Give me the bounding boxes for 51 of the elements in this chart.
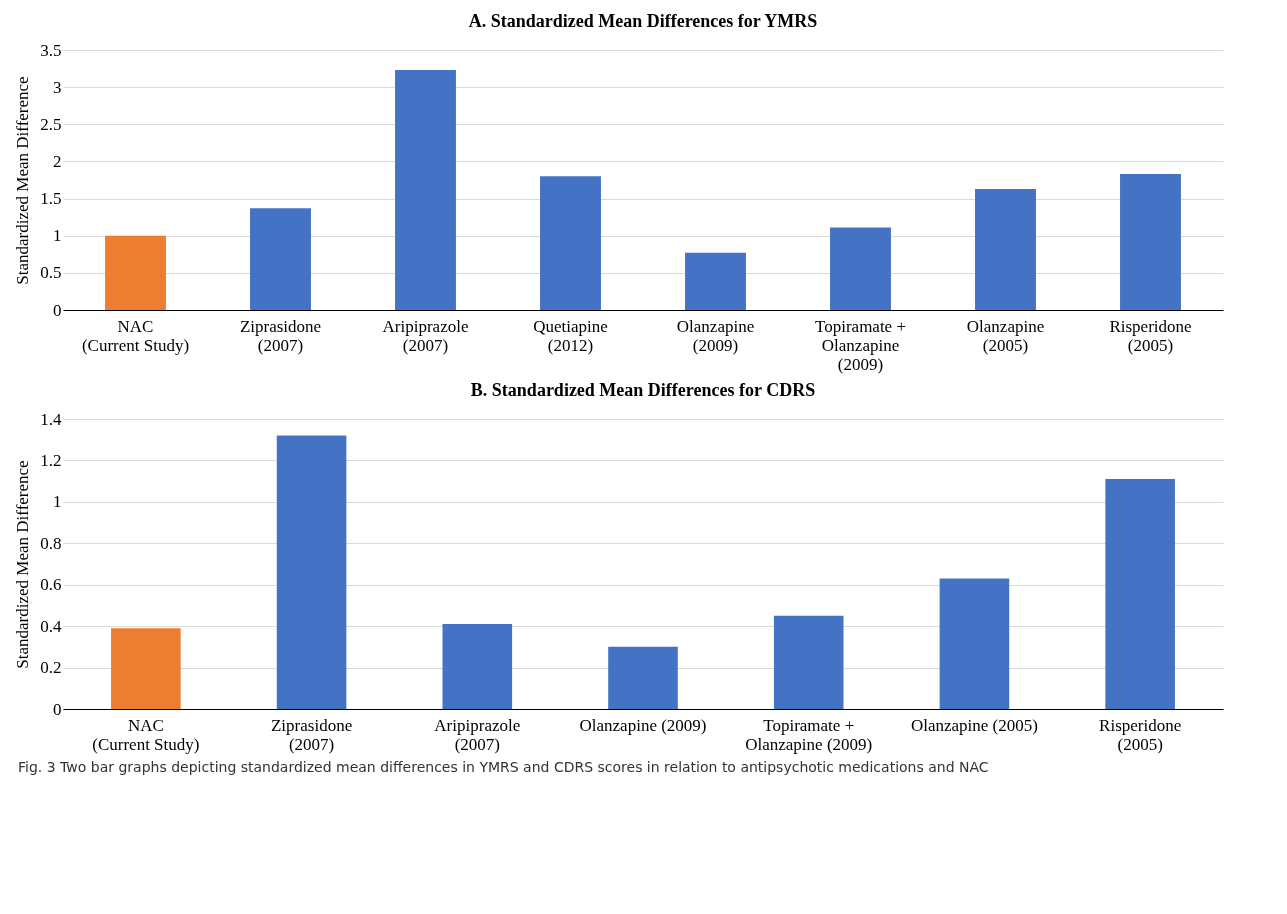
x-tick-label: Olanzapine (2009) bbox=[579, 715, 707, 735]
bar bbox=[395, 70, 456, 310]
y-tick-label: 3 bbox=[53, 77, 62, 97]
bar bbox=[105, 235, 166, 310]
bar bbox=[442, 624, 513, 709]
bar bbox=[250, 208, 311, 310]
x-tick-label: Quetiapine (2012) bbox=[533, 316, 608, 355]
x-tick-label: Olanzapine (2005) bbox=[910, 715, 1038, 735]
bar bbox=[1105, 479, 1175, 709]
bar bbox=[939, 578, 1010, 709]
y-tick-label: 0.4 bbox=[40, 616, 62, 636]
x-tick-label: NAC (Current Study) bbox=[81, 316, 190, 355]
x-tick-label: Risperidone (2005) bbox=[1109, 316, 1192, 355]
x-tick-label: Ziprasidone (2007) bbox=[270, 715, 353, 754]
bar bbox=[685, 252, 746, 310]
x-tick-label: Risperidone (2005) bbox=[1099, 715, 1182, 754]
y-tick-label: 1 bbox=[53, 226, 62, 246]
y-tick-label: 1.5 bbox=[40, 189, 62, 209]
bar bbox=[540, 176, 601, 310]
x-tick-label: Aripiprazole (2007) bbox=[434, 715, 521, 754]
y-axis-title: Standardized Mean Difference bbox=[13, 76, 33, 285]
y-tick-label: 1.2 bbox=[40, 450, 62, 470]
y-tick-label: 0.5 bbox=[40, 263, 62, 283]
chart-title: A. Standardized Mean Differences for YMRS bbox=[468, 11, 818, 31]
x-tick-label: Olanzapine (2009) bbox=[676, 316, 755, 355]
y-axis-title: Standardized Mean Difference bbox=[13, 460, 33, 669]
y-tick-label: 0 bbox=[53, 300, 62, 320]
y-tick-label: 0.6 bbox=[40, 575, 62, 595]
y-tick-label: 2 bbox=[53, 151, 62, 171]
chart-title: B. Standardized Mean Differences for CDRS bbox=[470, 380, 816, 400]
x-tick-label: Aripiprazole (2007) bbox=[382, 316, 469, 355]
bar bbox=[276, 435, 347, 709]
x-tick-label: Ziprasidone (2007) bbox=[239, 316, 322, 355]
caption: Fig. 3 Two bar graphs depicting standardized mean differences in YMRS and CDRS scores in relation to antipsychotic medications and NAC bbox=[18, 759, 990, 775]
bar bbox=[773, 615, 844, 709]
x-tick-label: Topiramate + Olanzapine (2009) bbox=[814, 316, 907, 374]
bar bbox=[975, 188, 1036, 310]
bar bbox=[608, 646, 678, 709]
y-tick-label: 3.5 bbox=[40, 40, 62, 60]
y-tick-label: 0.2 bbox=[40, 658, 62, 678]
bar bbox=[111, 628, 181, 709]
x-tick-label: Topiramate + Olanzapine (2009) bbox=[745, 715, 873, 754]
bar bbox=[830, 227, 891, 310]
x-tick-label: Olanzapine (2005) bbox=[966, 316, 1045, 355]
y-tick-label: 2.5 bbox=[40, 114, 62, 134]
y-tick-label: 0.8 bbox=[40, 533, 62, 553]
bar bbox=[1120, 174, 1181, 310]
x-tick-label: NAC (Current Study) bbox=[92, 715, 200, 754]
y-tick-label: 0 bbox=[53, 699, 62, 719]
y-tick-label: 1.4 bbox=[40, 409, 62, 429]
y-tick-label: 1 bbox=[53, 492, 62, 512]
